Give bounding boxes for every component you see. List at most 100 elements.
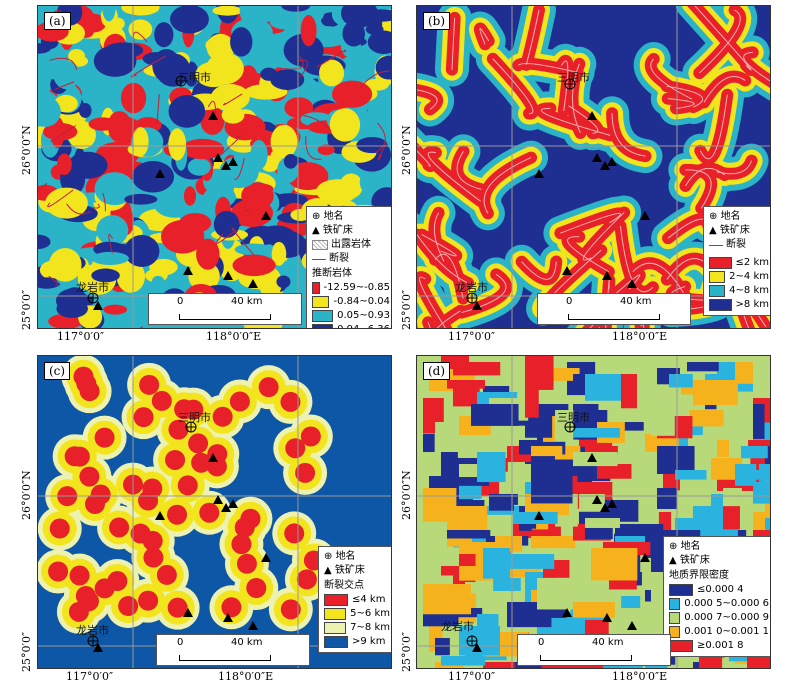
- place-icon: ⊕: [709, 211, 721, 222]
- legend-class-item: ≤4 km: [324, 593, 390, 607]
- legend-swatch: [324, 608, 347, 620]
- iron-deposit-marker: [562, 266, 572, 275]
- legend-class-label: -12.59~-0.85: [323, 282, 391, 293]
- iron-deposit-marker: [600, 503, 610, 512]
- legend-class-item: 0.001 0~0.001 1: [669, 625, 769, 639]
- iron-deposit-marker: [600, 161, 610, 170]
- lat-label: 25°0′0″: [400, 631, 413, 672]
- legend-class-label: ≤4 km: [352, 594, 386, 605]
- place-icon: ⊕: [324, 551, 336, 562]
- legend-class-label: 0.000 5~0.000 6: [684, 598, 769, 609]
- city-label-sanming: 三明市: [557, 411, 590, 424]
- legend-class-label: ≤2 km: [735, 257, 769, 268]
- fault-line: [492, 58, 534, 115]
- panel-label: (b): [423, 12, 451, 30]
- legend-class-item: 7~8 km: [324, 621, 390, 635]
- legend: ⊕ 地名 ▲ 铁矿床 断裂 ≤2 km 2~4 km 4~8 km >8 km: [703, 206, 770, 316]
- city-label-longyan: 龙岩市: [76, 281, 109, 294]
- map-panel-b: (b) 三明市 龙岩市 ⊕ 地名 ▲ 铁矿床 断裂 ≤2 km 2~4 km 4~8…: [416, 5, 771, 329]
- lat-label: 26°0′0″N: [20, 125, 33, 175]
- iron-deposit-marker: [183, 266, 193, 275]
- iron-deposit-marker: [607, 499, 617, 508]
- fault-line-icon: [312, 258, 326, 260]
- panel-label: (d): [423, 362, 451, 380]
- fault-line: [571, 63, 581, 134]
- legend-class-label: 0.05~0.93: [337, 310, 390, 321]
- panel-label: (a): [44, 12, 71, 30]
- iron-deposit-marker: [213, 153, 223, 162]
- city-label-sanming: 三明市: [178, 71, 211, 84]
- lat-label: 26°0′0″N: [400, 125, 413, 175]
- lat-label: 25°0′0″: [400, 289, 413, 330]
- legend-swatch: [669, 626, 681, 638]
- lon-label: 117°0′0″: [448, 330, 496, 343]
- legend-swatch: [312, 324, 334, 328]
- fault-line: [743, 51, 770, 82]
- legend-swatch: [312, 282, 320, 294]
- legend-class-label: 0.94~6.36: [337, 323, 390, 328]
- fault-line: [451, 17, 456, 70]
- lat-label: 25°0′0″: [20, 289, 33, 330]
- lat-label: 26°0′0″N: [20, 470, 33, 520]
- fault-line: [297, 59, 309, 78]
- iron-deposit-marker: [534, 511, 544, 520]
- legend-class-item: 5~6 km: [324, 607, 390, 621]
- iron-deposit-marker: [221, 503, 231, 512]
- iron-deposit-marker: [592, 495, 602, 504]
- iron-deposit-marker: [640, 553, 650, 562]
- fault-line: [667, 98, 695, 109]
- fault-line: [611, 113, 646, 157]
- fault-line: [377, 142, 387, 161]
- legend-class-item: 0.05~0.93: [312, 309, 390, 323]
- city-label-longyan: 龙岩市: [76, 624, 109, 637]
- legend-class-label: >9 km: [352, 636, 386, 647]
- iron-deposit-marker: [223, 271, 233, 280]
- fault-line: [278, 55, 304, 70]
- iron-deposit-marker: [602, 271, 612, 280]
- legend-class-label: -0.84~0.04: [333, 296, 390, 307]
- place-icon: ⊕: [312, 211, 324, 222]
- lon-label: 117°0′0″: [448, 670, 496, 683]
- iron-deposit-marker: [228, 157, 238, 166]
- iron-deposit-marker: [587, 453, 597, 462]
- triangle-icon: ▲: [709, 225, 720, 236]
- legend-class-item: ≤0.000 4: [669, 583, 769, 597]
- lon-label: 118°0′0″E: [612, 670, 668, 683]
- fault-line: [427, 322, 431, 328]
- legend-swatch: [669, 640, 693, 652]
- legend-class-label: 5~6 km: [350, 608, 390, 619]
- scale-bar: 0 40 km: [537, 293, 691, 325]
- fault-line: [685, 169, 712, 209]
- legend-class-label: 7~8 km: [350, 622, 390, 633]
- iron-deposit-marker: [248, 621, 258, 630]
- city-label-sanming: 三明市: [178, 411, 211, 424]
- fault-line: [316, 49, 347, 68]
- fault-line: [108, 234, 113, 254]
- fault-line: [207, 100, 217, 116]
- triangle-icon: ▲: [324, 565, 335, 576]
- iron-deposit-marker: [587, 111, 597, 120]
- legend-class-label: ≤0.000 4: [697, 584, 744, 595]
- legend-class-label: ≥0.001 8: [697, 640, 744, 651]
- city-label-longyan: 龙岩市: [441, 620, 474, 633]
- legend-class-item: 0.000 5~0.000 6: [669, 597, 769, 611]
- map-panel-c: (c) 三明市 龙岩市 ⊕ 地名 ▲ 铁矿床 断裂交点 ≤4 km 5~6 km 7…: [37, 355, 392, 669]
- fault-line: [521, 261, 557, 280]
- iron-deposit-marker: [602, 613, 612, 622]
- iron-deposit-marker: [472, 643, 482, 652]
- iron-deposit-marker: [208, 453, 218, 462]
- fault-line: [139, 326, 144, 328]
- panel-label: (c): [44, 362, 71, 380]
- iron-deposit-marker: [221, 161, 231, 170]
- fault-line: [303, 115, 332, 132]
- fault-line: [305, 136, 322, 160]
- iron-deposit-marker: [93, 301, 103, 310]
- legend-swatch: [312, 296, 330, 308]
- fault-line: [231, 227, 255, 257]
- legend-class-label: >8 km: [735, 299, 769, 310]
- legend-class-item: ≤2 km: [709, 256, 769, 270]
- fault-line: [417, 89, 438, 110]
- legend-class-item: 2~4 km: [709, 270, 769, 284]
- fault-line: [359, 70, 390, 89]
- legend-swatch: [709, 285, 726, 297]
